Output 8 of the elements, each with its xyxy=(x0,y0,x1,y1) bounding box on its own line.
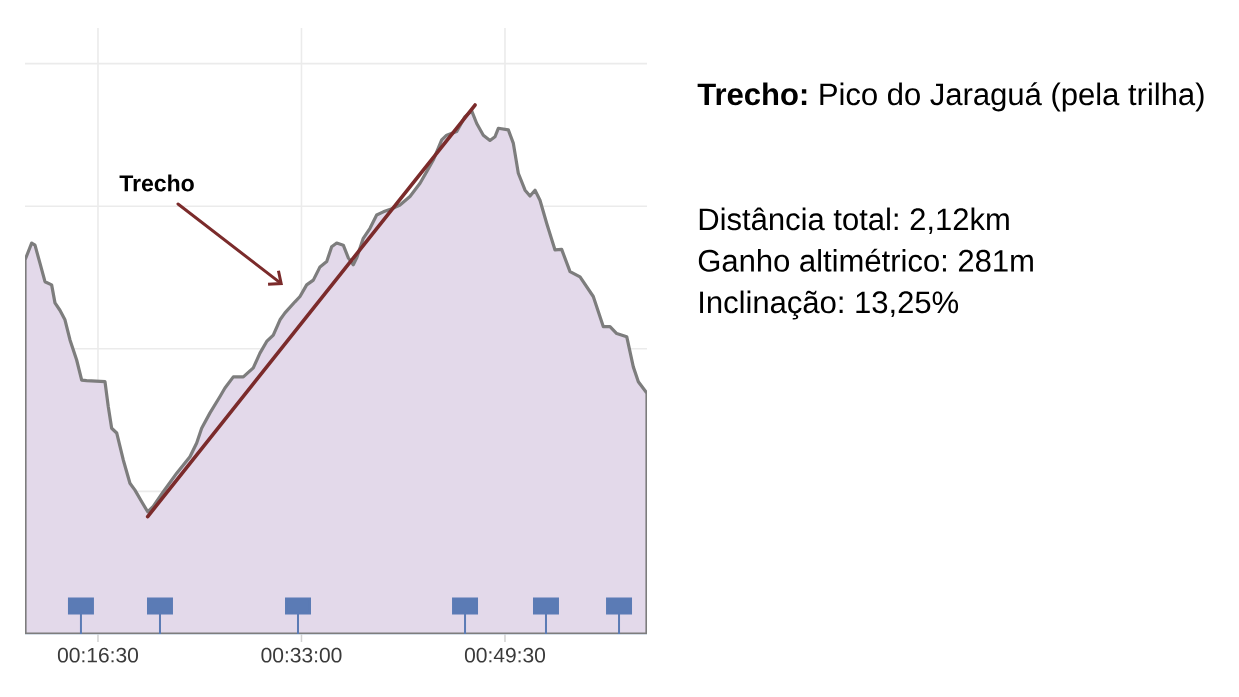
annotation: Trecho xyxy=(119,174,194,192)
text: Trecho: Pico do Jaraguá (pela trilha) xyxy=(697,82,1204,112)
x-tick-label: 00:33:00 xyxy=(261,647,342,663)
x-tick-label: 00:49:30 xyxy=(464,647,546,663)
x-tick-label: 00:16:30 xyxy=(57,647,139,663)
text: Ganho altimétrico: 281m xyxy=(698,248,1033,272)
text: Distância total: 2,12km xyxy=(699,207,1009,234)
text: Inclinação: 13,25% xyxy=(700,290,959,320)
